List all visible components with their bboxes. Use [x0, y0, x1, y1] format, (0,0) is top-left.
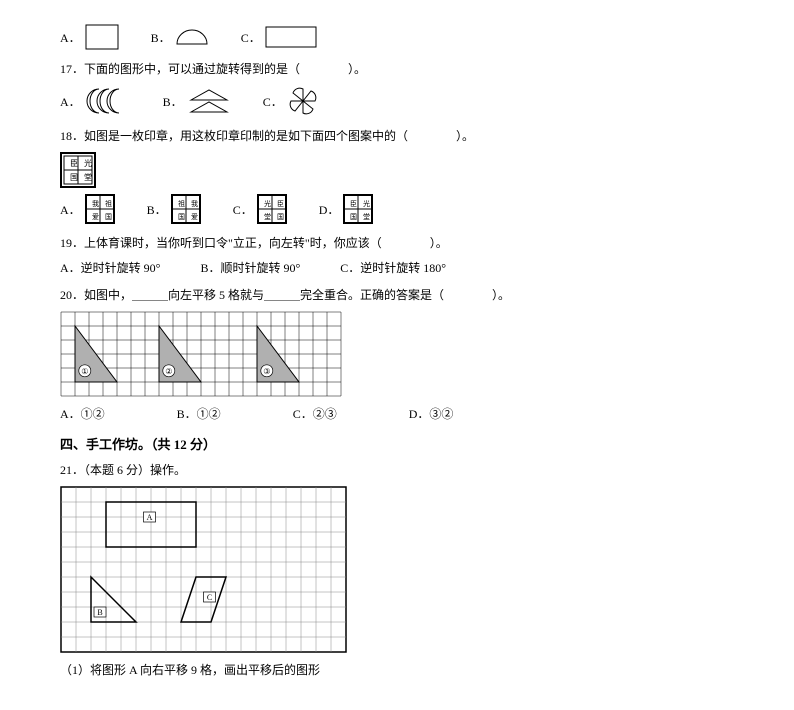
q18-opt-a-label: A．: [60, 201, 81, 218]
stamp-b-icon: 祖我国爱: [171, 194, 201, 224]
q18-opt-d-label: D．: [319, 201, 340, 218]
q20-figure: ① ② ③: [60, 311, 734, 397]
q19-options-row: A．逆时针旋转 90° B．顺时针旋转 90° C．逆时针旋转 180°: [60, 259, 734, 276]
q16-opt-b-label: B．: [151, 29, 171, 46]
svg-text:爱: 爱: [191, 213, 198, 221]
q18-opt-c-label: C．: [233, 201, 253, 218]
q16-opt-a-label: A．: [60, 29, 81, 46]
svg-text:祖: 祖: [105, 199, 112, 208]
q18-opt-d: D． 臣光国堂: [319, 194, 374, 224]
stamp-a-icon: 我祖爱国: [85, 194, 115, 224]
q20-options-row: A．①② B．①② C．②③ D．③②: [60, 405, 734, 422]
crescents-icon: [85, 87, 131, 115]
q21-stem: 21．（本题 6 分）操作。: [60, 461, 734, 478]
svg-text:B: B: [97, 608, 102, 617]
q19-opt-a: A．逆时针旋转 90°: [60, 259, 160, 276]
q18-opt-a: A． 我祖爱国: [60, 194, 115, 224]
svg-text:C: C: [207, 593, 212, 602]
q17-opt-b-label: B．: [163, 93, 183, 110]
svg-text:堂: 堂: [84, 172, 92, 182]
svg-text:祖: 祖: [178, 199, 185, 208]
rectangle-icon: [265, 26, 317, 48]
svg-text:臣: 臣: [277, 200, 284, 208]
svg-text:国: 国: [70, 173, 78, 182]
svg-text:我: 我: [191, 199, 198, 208]
svg-text:光: 光: [264, 199, 271, 208]
q16-opt-b: B．: [151, 28, 209, 46]
pinwheel-icon: [287, 85, 319, 117]
q17-stem: 17．下面的图形中，可以通过旋转得到的是（ ）。: [60, 60, 734, 77]
svg-text:堂: 堂: [264, 212, 271, 221]
q18-opt-b-label: B．: [147, 201, 167, 218]
svg-text:国: 国: [178, 213, 185, 221]
double-triangle-icon: [187, 88, 231, 114]
svg-text:国: 国: [105, 213, 112, 221]
q16-options-row: A． B． C．: [60, 24, 734, 50]
q16-opt-c-label: C．: [241, 29, 261, 46]
svg-text:①: ①: [81, 367, 88, 376]
q18-stem: 18．如图是一枚印章，用这枚印章印制的是如下面四个图案中的（ ）。: [60, 127, 734, 144]
svg-text:光: 光: [363, 199, 370, 208]
svg-text:臣: 臣: [70, 159, 78, 168]
q17-opt-a-label: A．: [60, 93, 81, 110]
q16-opt-c: C．: [241, 26, 317, 48]
svg-text:臣: 臣: [350, 200, 357, 208]
svg-text:②: ②: [165, 367, 172, 376]
q19-opt-c: C．逆时针旋转 180°: [340, 259, 446, 276]
q17-opt-b: B．: [163, 88, 231, 114]
svg-text:国: 国: [350, 213, 357, 221]
stamp-c-icon: 光臣堂国: [257, 194, 287, 224]
stamp-d-icon: 臣光国堂: [343, 194, 373, 224]
q20-grid-icon: ① ② ③: [60, 311, 342, 397]
q17-opt-c: C．: [263, 85, 319, 117]
q20-opt-c: C．②③: [293, 405, 337, 422]
svg-text:③: ③: [263, 367, 270, 376]
q17-opt-a: A．: [60, 87, 131, 115]
q20-stem: 20．如图中，＿＿＿向左平移 5 格就与＿＿＿完全重合。正确的答案是（ ）。: [60, 286, 734, 303]
q19-stem: 19．上体育课时，当你听到口令"立正，向左转"时，你应该（ ）。: [60, 234, 734, 251]
svg-text:A: A: [147, 513, 153, 522]
square-icon: [85, 24, 119, 50]
stamp-icon: 臣光 国堂: [60, 152, 96, 188]
svg-text:光: 光: [84, 158, 92, 168]
q20-opt-b: B．①②: [177, 405, 221, 422]
q20-opt-a: A．①②: [60, 405, 105, 422]
svg-text:爱: 爱: [92, 213, 99, 221]
q21-grid-icon: A B C: [60, 486, 347, 653]
svg-text:堂: 堂: [363, 212, 370, 221]
q18-opt-c: C． 光臣堂国: [233, 194, 287, 224]
q18-stamp: 臣光 国堂: [60, 152, 734, 188]
svg-text:国: 国: [277, 213, 284, 221]
q20-opt-d: D．③②: [409, 405, 454, 422]
svg-text:我: 我: [92, 199, 99, 208]
semicircle-icon: [175, 28, 209, 46]
section-4-heading: 四、手工作坊。（共 12 分）: [60, 434, 734, 453]
q17-opt-c-label: C．: [263, 93, 283, 110]
q19-opt-b: B．顺时针旋转 90°: [200, 259, 300, 276]
q16-opt-a: A．: [60, 24, 119, 50]
q18-options-row: A． 我祖爱国 B． 祖我国爱 C． 光臣堂国 D． 臣光国堂: [60, 194, 734, 224]
q21-sub1: （1）将图形 A 向右平移 9 格，画出平移后的图形: [60, 661, 734, 678]
q18-opt-b: B． 祖我国爱: [147, 194, 201, 224]
q17-options-row: A． B． C．: [60, 85, 734, 117]
q21-figure: A B C: [60, 486, 734, 653]
